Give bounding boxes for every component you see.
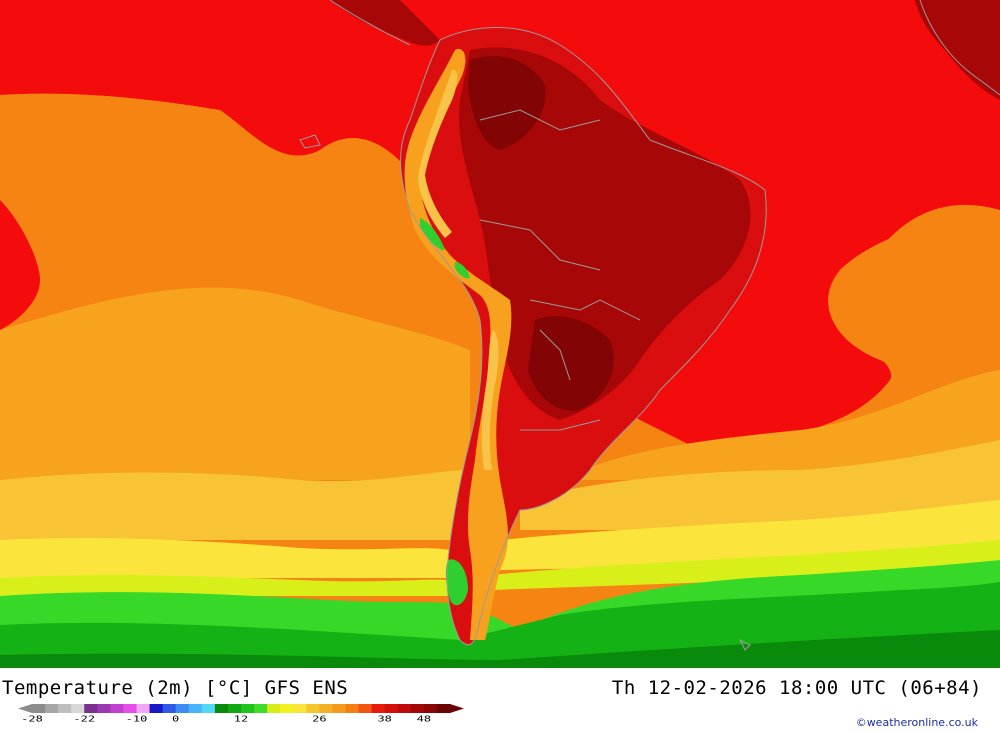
legend-tick-label: 0 (172, 715, 179, 722)
andes-light-strip (418, 69, 458, 238)
legend-tick-label: -28 (21, 715, 43, 722)
temperature-legend: -28 -22 -10 0 12 26 38 48 (18, 704, 464, 722)
west-red-tongue (0, 200, 40, 330)
legend-swatch (280, 704, 294, 713)
legend-tick-label: -10 (126, 715, 148, 722)
legend-swatches (18, 704, 464, 713)
central-america-land (330, 0, 440, 46)
legend-swatch (188, 704, 203, 713)
amazon-darkest-region (468, 56, 546, 150)
yellow-orange-band-east (520, 440, 1000, 530)
legend-swatch (227, 704, 242, 713)
mid-orange-band (0, 287, 470, 480)
andes-green-bolivia (455, 262, 470, 279)
legend-swatch (306, 704, 320, 713)
legend-swatch (358, 704, 373, 713)
legend-swatch (123, 704, 137, 713)
green-dark-band (0, 630, 1000, 668)
legend-swatch (319, 704, 333, 713)
andes-cordillera (404, 49, 512, 640)
legend-swatch (110, 704, 124, 713)
legend-tick-label: -22 (73, 715, 95, 722)
legend-swatch (97, 704, 111, 713)
legend-swatch (397, 704, 412, 713)
coastlines (299, 0, 1000, 651)
legend-swatch (436, 704, 451, 713)
legend-swatch (45, 704, 59, 713)
east-orange-blob (828, 210, 1000, 370)
lime-band (0, 574, 450, 596)
andes-green-patagonia (445, 559, 468, 606)
legend-tick-label: 26 (312, 715, 326, 722)
andes-green-peru (420, 218, 445, 251)
legend-swatch (254, 704, 268, 713)
legend-swatch (267, 704, 281, 713)
legend-swatch (214, 704, 229, 713)
legend-swatch (332, 704, 346, 713)
yellow-band (0, 537, 450, 578)
legend-swatch (136, 704, 151, 713)
legend-tick-label: 48 (417, 715, 431, 722)
lime-band-east (490, 540, 1000, 590)
legend-tick-label: 38 (377, 715, 391, 722)
interior-dark-region (459, 47, 751, 420)
legend-tick-label: 12 (234, 715, 248, 722)
legend-swatch (175, 704, 190, 713)
legend-swatch (241, 704, 255, 713)
legend-swatch (371, 704, 386, 713)
legend-swatch (84, 704, 98, 713)
legend-swatch (162, 704, 177, 713)
legend-arrow-left (18, 704, 32, 713)
legend-swatch (58, 704, 72, 713)
legend-swatch (345, 704, 360, 713)
valid-time: Th 12-02-2026 18:00 UTC (06+84) (611, 677, 982, 699)
africa-corner-land (915, 0, 1000, 100)
west-orange-patch (0, 93, 420, 341)
legend-swatch (293, 704, 307, 713)
legend-swatch (71, 704, 85, 713)
legend-swatch (410, 704, 425, 713)
yellow-orange-band (0, 470, 470, 540)
legend-arrow-right (450, 704, 464, 713)
andes-light-strip-south (481, 330, 499, 470)
legend-labels: -28 -22 -10 0 12 26 38 48 (21, 715, 431, 722)
legend-swatch (201, 704, 216, 713)
map-title: Temperature (2m) [°C] GFS ENS (2, 677, 349, 699)
legend-swatch (384, 704, 399, 713)
legend-swatch (149, 704, 164, 713)
temperature-map (0, 0, 1000, 668)
credit-link[interactable]: ©weatheronline.co.uk (855, 716, 978, 729)
legend-swatch (32, 704, 46, 713)
legend-swatch (423, 704, 438, 713)
mid-orange-band-east (560, 370, 1000, 480)
